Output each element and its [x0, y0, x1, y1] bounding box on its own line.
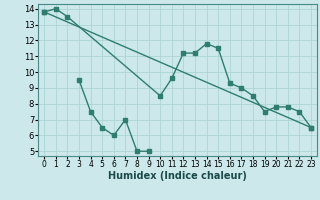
X-axis label: Humidex (Indice chaleur): Humidex (Indice chaleur)	[108, 171, 247, 181]
